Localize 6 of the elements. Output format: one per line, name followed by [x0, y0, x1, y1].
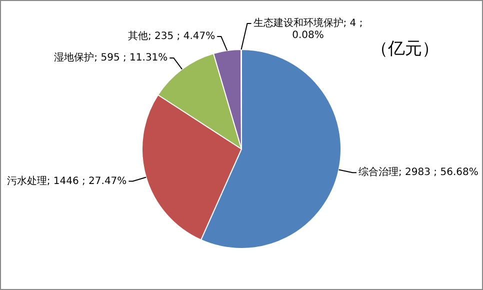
text: （亿元） [371, 38, 439, 60]
slice-label: 污水处理; 1446 ; 27.47% [6, 174, 127, 187]
slice-label: 其他; 235 ; 4.47% [128, 30, 216, 42]
slice-label: 湿地保护; 595 ; 11.31% [54, 52, 168, 64]
slice-label: 生态建设和环境保护; 4 ; 0.08% [253, 17, 363, 42]
slice-label: 综合治理; 2983 ; 56.68% [358, 166, 478, 178]
